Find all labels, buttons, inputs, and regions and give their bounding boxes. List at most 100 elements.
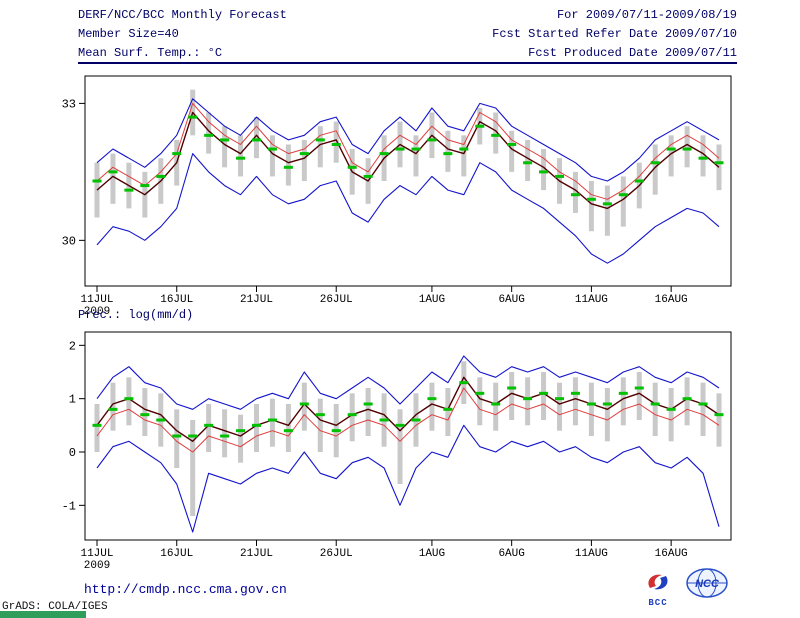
spread-bar (588, 181, 594, 232)
x-tick-label: 16JUL (160, 548, 193, 560)
spread-bar (604, 388, 610, 442)
x-tick-label: 6AUG (498, 294, 524, 306)
spread-bar (285, 404, 291, 452)
spread-bar (269, 398, 275, 447)
temp-chart-label: Mean Surf. Temp.: °C (78, 46, 223, 60)
spread-bar (493, 112, 499, 154)
spread-bar (238, 414, 244, 463)
spread-bar (461, 135, 467, 177)
ncc-logo: NCC (684, 566, 730, 607)
y-tick-label: 30 (62, 234, 76, 248)
spread-bar (174, 409, 180, 468)
spread-bar (525, 139, 531, 181)
ensemble-max-line (96, 355, 720, 410)
x-tick-label: 16AUG (655, 294, 688, 306)
spread-bar (716, 144, 722, 191)
spread-bar (572, 377, 578, 426)
spread-bar (94, 404, 100, 452)
spread-bar (301, 382, 307, 431)
spread-bar (477, 377, 483, 426)
x-axis-year-label: 2009 (84, 560, 110, 572)
x-tick-label: 16JUL (160, 294, 193, 306)
spread-bar (222, 409, 228, 458)
spread-bar (668, 388, 674, 442)
spread-bar (94, 162, 100, 218)
spread-bar (238, 135, 244, 177)
spread-bar (636, 372, 642, 420)
ensemble-mean-line (96, 111, 720, 210)
y-tick-label: 33 (62, 97, 76, 111)
spread-bar (541, 372, 547, 420)
x-tick-label: 11JUL (80, 548, 113, 560)
x-tick-label: 11AUG (575, 294, 608, 306)
spread-bar (253, 117, 259, 159)
x-tick-label: 11JUL (80, 294, 113, 306)
spread-bar (493, 382, 499, 431)
spread-bar (110, 382, 116, 431)
plot-frame (84, 75, 732, 287)
grads-credit: GrADS: COLA/IGES (2, 601, 108, 613)
fcst-start-date-label: Fcst Started Refer Date 2009/07/10 (492, 27, 737, 41)
y-tick-label: -1 (62, 499, 76, 513)
spread-bar (716, 393, 722, 447)
x-tick-label: 26JUL (320, 294, 353, 306)
spread-bar (413, 135, 419, 177)
x-tick-label: 1AUG (419, 548, 445, 560)
spread-bar (365, 388, 371, 436)
bcc-logo: BCC (641, 571, 675, 608)
forecast-range-label: For 2009/07/11-2009/08/19 (556, 8, 737, 22)
spread-bar (317, 126, 323, 168)
header-divider (78, 62, 737, 64)
ncc-logo-label: NCC (695, 578, 720, 590)
spread-bar (190, 420, 196, 516)
spread-bar (588, 382, 594, 436)
spread-bar (269, 135, 275, 177)
precip-chart: -1 0 1 2 11JUL 16JUL 21JUL 26JUL 1AUG 6AUG 11AUG 16… (62, 331, 732, 572)
bcc-logo-icon (648, 574, 668, 590)
x-tick-label: 11AUG (575, 548, 608, 560)
mean-plus-sd-line (96, 102, 720, 200)
spread-bar (445, 130, 451, 172)
spread-bar (429, 382, 435, 431)
spread-bar (206, 404, 212, 452)
spread-bar (509, 130, 515, 172)
y-tick-label: 2 (69, 339, 76, 353)
spread-bar (684, 377, 690, 426)
y-tick-label: 1 (69, 393, 76, 407)
spread-bar (509, 372, 515, 420)
spread-bar (206, 112, 212, 154)
spread-bar (445, 388, 451, 436)
y-tick-label: 0 (69, 446, 76, 460)
spread-bar (349, 393, 355, 442)
spread-bar (397, 409, 403, 484)
x-tick-label: 16AUG (655, 548, 688, 560)
spread-bar (700, 382, 706, 436)
temp-chart: 30 33 11JUL 16JUL 21JUL 26JUL 1AUG 6AUG 11AUG 16A… (62, 75, 732, 318)
spread-bar (142, 388, 148, 436)
spread-bar (285, 144, 291, 186)
bcc-logo-blue-swirl (654, 576, 668, 590)
plot-frame (84, 331, 732, 541)
spread-bar (572, 171, 578, 213)
precip-chart-label: Prec.: log(mm/d) (78, 308, 194, 322)
cmdp-url-link[interactable]: http://cmdp.ncc.cma.gov.cn (84, 582, 287, 597)
x-tick-label: 1AUG (419, 294, 445, 306)
spread-bar (301, 139, 307, 181)
spread-bar (253, 404, 259, 452)
ncc-logo-icon: NCC (686, 568, 728, 598)
member-size-label: Member Size=40 (78, 27, 179, 41)
x-axis-year-label: 2009 (84, 306, 110, 318)
x-tick-label: 26JUL (320, 548, 353, 560)
ensemble-min-line (96, 424, 720, 533)
ensemble-mean-line (96, 376, 720, 443)
x-tick-label: 21JUL (240, 548, 273, 560)
ensemble-max-line (96, 98, 720, 182)
spread-bar (652, 144, 658, 195)
spread-bar (668, 135, 674, 177)
report-title: DERF/NCC/BCC Monthly Forecast (78, 8, 287, 22)
spread-bar (333, 121, 339, 163)
spread-bar (110, 153, 116, 204)
spread-bar (620, 377, 626, 426)
spread-bar (604, 185, 610, 236)
